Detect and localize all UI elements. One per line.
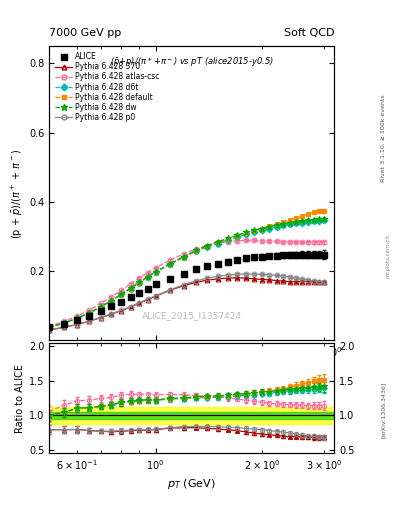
Text: 7000 GeV pp: 7000 GeV pp bbox=[49, 28, 121, 38]
X-axis label: $p_T$ (GeV): $p_T$ (GeV) bbox=[167, 477, 216, 492]
Text: [arXiv:1306.3436]: [arXiv:1306.3436] bbox=[381, 381, 386, 438]
Text: Soft QCD: Soft QCD bbox=[284, 28, 334, 38]
Y-axis label: Ratio to ALICE: Ratio to ALICE bbox=[15, 364, 25, 433]
Legend: ALICE, Pythia 6.428 370, Pythia 6.428 atlas-csc, Pythia 6.428 d6t, Pythia 6.428 : ALICE, Pythia 6.428 370, Pythia 6.428 at… bbox=[53, 50, 162, 124]
Y-axis label: (p + $\bar{p}$)/($\pi^+$ + $\pi^-$): (p + $\bar{p}$)/($\pi^+$ + $\pi^-$) bbox=[9, 148, 25, 239]
Text: ($\bar{p}$+p)/($\pi^+$+$\pi^-$) vs pT (alice2015-y0.5): ($\bar{p}$+p)/($\pi^+$+$\pi^-$) vs pT (a… bbox=[110, 55, 274, 69]
Text: mcplots.cern.ch: mcplots.cern.ch bbox=[386, 234, 391, 278]
Text: ALICE_2015_I1357424: ALICE_2015_I1357424 bbox=[141, 311, 242, 320]
Text: Rivet 3.1.10, ≥ 100k events: Rivet 3.1.10, ≥ 100k events bbox=[381, 94, 386, 182]
